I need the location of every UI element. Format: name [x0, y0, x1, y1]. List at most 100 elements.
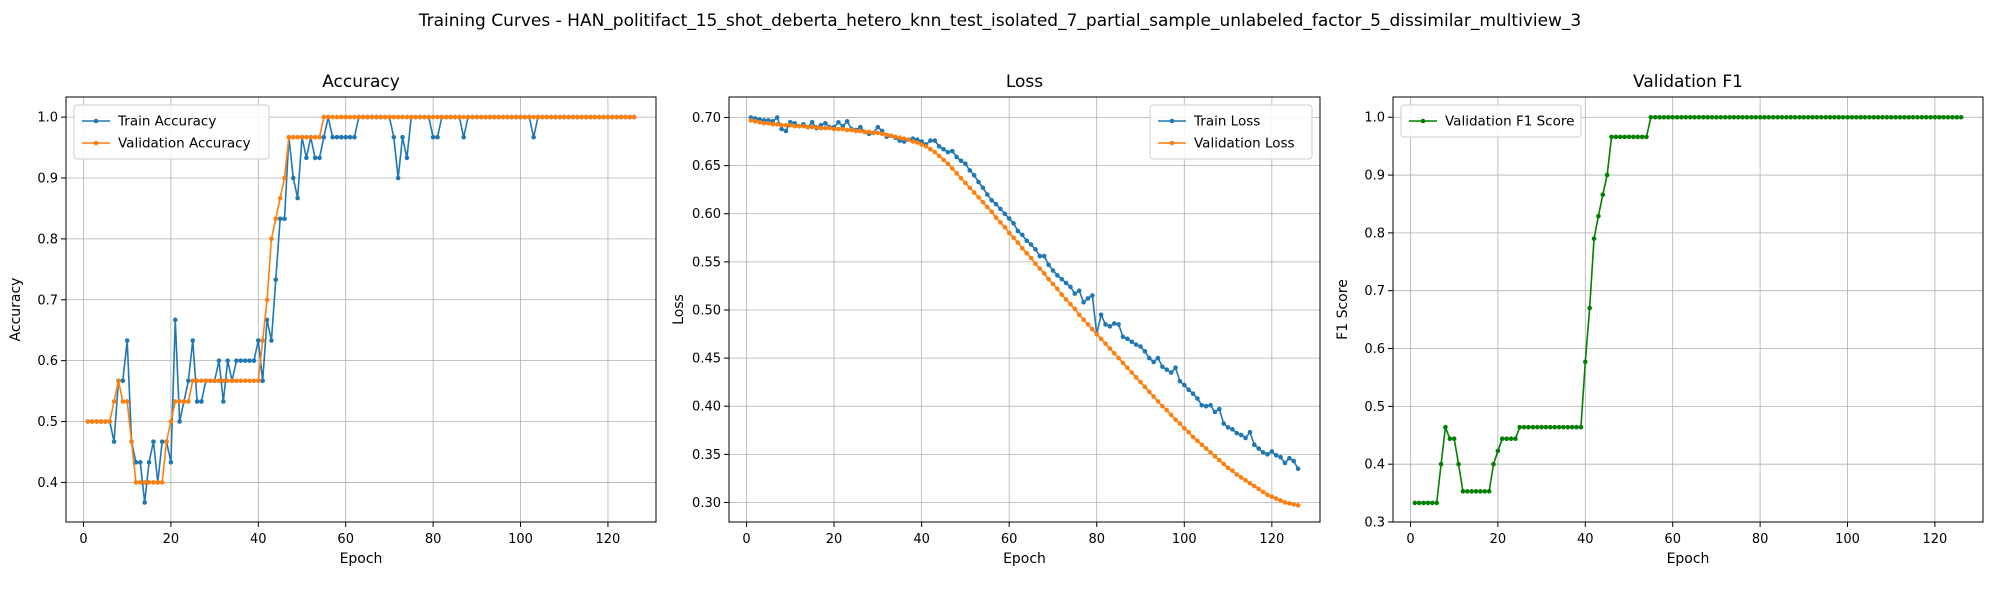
f1-legend-label: Validation F1 Score [1445, 114, 1574, 130]
f1-data-point [1862, 114, 1868, 120]
f1-data-point [1871, 114, 1877, 120]
loss-data-point [1260, 489, 1266, 495]
accuracy-data-point [216, 378, 222, 384]
loss-xtick-label: 100 [1172, 532, 1197, 547]
loss-data-point [1212, 409, 1218, 415]
f1-data-point [1425, 500, 1431, 506]
loss-data-point [1168, 370, 1174, 375]
loss-series-markers-0 [748, 115, 1301, 472]
accuracy-data-point [492, 114, 497, 120]
loss-data-point [1181, 382, 1187, 388]
accuracy-data-point [168, 460, 174, 465]
loss-data-point [1273, 496, 1279, 501]
f1-ytick-label: 0.6 [1364, 342, 1385, 357]
loss-data-point [805, 124, 811, 130]
loss-data-point [1151, 359, 1156, 365]
loss-data-point [906, 137, 911, 142]
f1-data-point [1478, 489, 1483, 494]
accuracy-data-point [430, 114, 436, 120]
accuracy-data-point [557, 114, 563, 120]
accuracy-data-point [242, 358, 248, 363]
accuracy-data-point [509, 114, 515, 120]
f1-data-point [1456, 461, 1461, 467]
accuracy-xtick-label: 0 [79, 532, 87, 547]
accuracy-data-point [627, 114, 633, 120]
accuracy-data-point [352, 134, 357, 140]
loss-legend-label: Train Loss [1193, 114, 1260, 130]
accuracy-data-point [548, 114, 554, 120]
accuracy-data-point [592, 114, 598, 120]
accuracy-axes-frame [65, 96, 657, 523]
accuracy-ytick-label: 0.9 [37, 171, 58, 186]
f1-data-point [1574, 424, 1579, 430]
f1-data-point [1958, 114, 1964, 120]
accuracy-data-point [522, 114, 528, 120]
f1-data-point [1784, 114, 1789, 120]
accuracy-y-axis-label: Accuracy [8, 278, 24, 342]
f1-data-point [1810, 114, 1815, 120]
accuracy-data-point [391, 114, 397, 120]
accuracy-data-point [221, 399, 226, 404]
loss-data-point [1155, 355, 1161, 361]
accuracy-data-point [98, 419, 104, 424]
loss-data-point [1085, 322, 1091, 327]
accuracy-data-point [518, 114, 523, 120]
accuracy-data-point [190, 378, 196, 384]
loss-data-point [1002, 211, 1008, 217]
loss-data-point [949, 148, 955, 154]
accuracy-data-point [312, 155, 318, 161]
f1-data-point [1849, 114, 1855, 120]
loss-data-point [814, 124, 819, 130]
accuracy-data-point [251, 358, 257, 363]
f1-data-point [1495, 448, 1501, 454]
f1-data-point [1438, 461, 1444, 467]
accuracy-data-point [138, 460, 143, 465]
loss-data-point [1142, 349, 1148, 354]
loss-data-point [1142, 384, 1148, 390]
loss-data-point [1247, 480, 1253, 486]
loss-data-point [1020, 232, 1025, 238]
accuracy-data-point [159, 480, 165, 485]
f1-data-point [1434, 500, 1439, 506]
accuracy-data-point [478, 114, 484, 120]
accuracy-xtick-label: 60 [337, 532, 354, 547]
loss-data-point [1006, 216, 1012, 221]
loss-data-point [1055, 286, 1060, 292]
f1-data-point [1941, 114, 1946, 120]
loss-data-point [774, 121, 780, 127]
f1-data-point [1447, 436, 1453, 442]
loss-data-point [1155, 399, 1161, 404]
loss-data-point [1116, 355, 1121, 361]
loss-data-point [1295, 503, 1301, 508]
loss-data-point [967, 185, 973, 191]
accuracy-data-point [330, 114, 335, 120]
loss-data-point [840, 126, 846, 132]
loss-data-point [1146, 355, 1152, 361]
accuracy-data-point [295, 195, 300, 201]
f1-data-point [1661, 114, 1667, 120]
accuracy-data-point [378, 114, 383, 120]
loss-data-point [1024, 238, 1029, 243]
accuracy-data-point [85, 419, 91, 424]
loss-data-point [1129, 339, 1135, 345]
accuracy-data-point [531, 114, 536, 120]
f1-data-point [1709, 114, 1715, 120]
accuracy-data-point [452, 114, 458, 120]
accuracy-data-point [605, 114, 611, 120]
accuracy-data-point [321, 134, 327, 140]
loss-data-point [1046, 262, 1051, 268]
f1-data-point [1670, 114, 1675, 120]
loss-data-point [1098, 336, 1104, 342]
f1-data-point [1832, 114, 1837, 120]
f1-data-point [1845, 114, 1850, 120]
f1-data-point [1775, 114, 1780, 120]
loss-data-point [941, 157, 946, 163]
accuracy-data-point [120, 399, 126, 404]
f1-series-markers-0 [1412, 114, 1964, 506]
loss-data-point [1217, 457, 1222, 463]
f1-xtick-label: 40 [1577, 532, 1594, 547]
accuracy-data-point [295, 134, 300, 140]
f1-data-point [1753, 114, 1759, 120]
loss-data-point [1081, 317, 1086, 322]
f1-data-point [1915, 114, 1920, 120]
